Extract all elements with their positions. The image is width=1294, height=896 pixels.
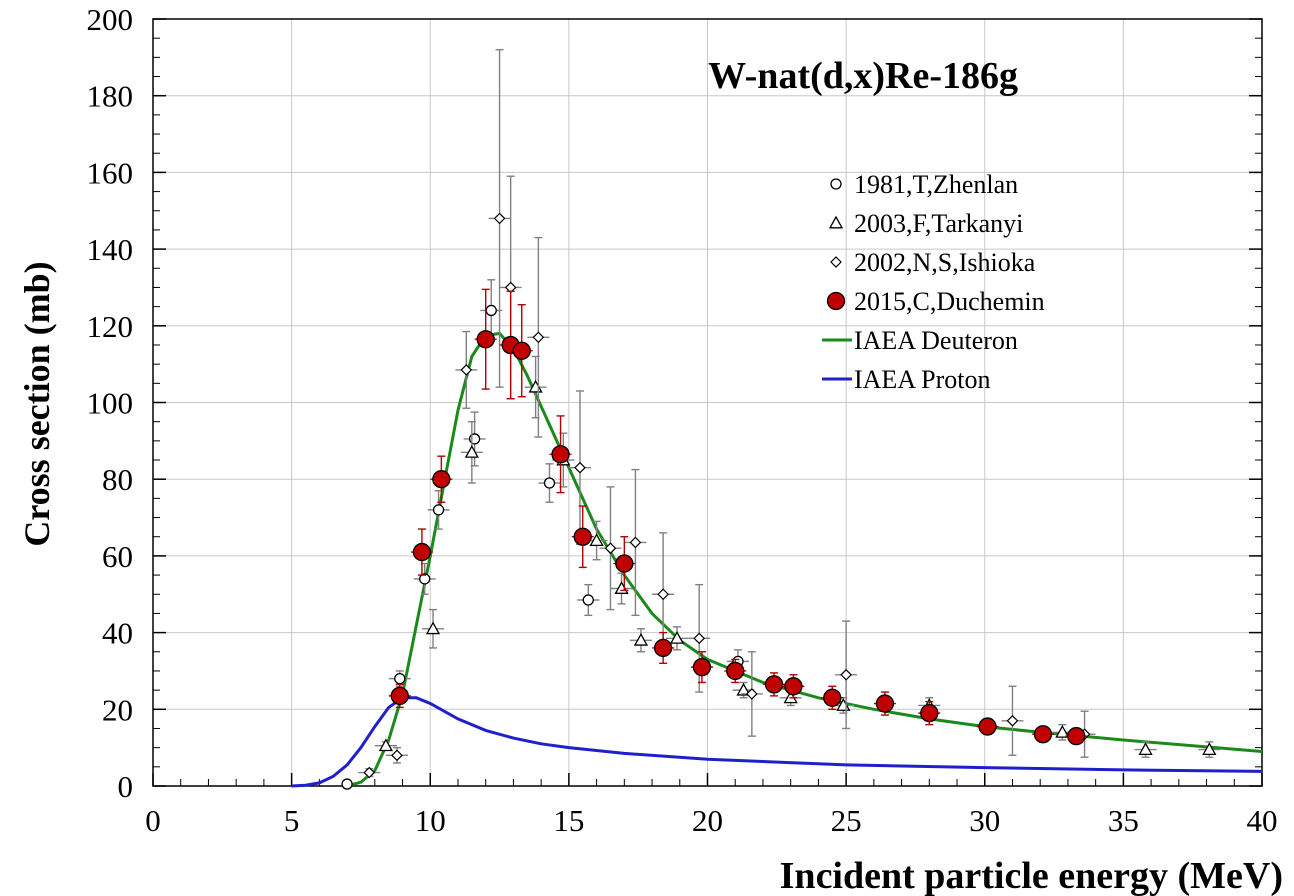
x-tick-label: 10: [415, 803, 446, 838]
data-point-diamond: [840, 668, 852, 681]
data-point-triangle: [378, 738, 393, 752]
data-point-filled-circle: [784, 677, 803, 696]
y-tick-label: 40: [102, 616, 133, 651]
series-2015-c-duchemin: [388, 288, 1088, 746]
x-tick-label: 15: [553, 803, 584, 838]
data-point-filled-circle: [573, 527, 592, 546]
y-tick-label: 180: [87, 79, 134, 114]
x-tick-label: 35: [1108, 803, 1139, 838]
data-point-diamond: [604, 542, 617, 555]
data-point-filled-circle: [412, 542, 432, 562]
legend-label-1981-t-zhenlan: 1981,T,Zhenlan: [854, 170, 1018, 199]
data-point-diamond: [629, 536, 642, 549]
data-point-diamond: [693, 632, 706, 645]
data-point-diamond: [391, 749, 403, 762]
data-point-triangle: [589, 533, 604, 547]
data-point-filled-circle: [1033, 725, 1053, 744]
y-tick-label: 0: [118, 769, 134, 804]
data-point-diamond: [532, 331, 545, 344]
data-point-triangle: [464, 445, 479, 458]
y-tick-label: 120: [87, 309, 134, 344]
series-2003-f-tarkanyi: [374, 355, 1221, 758]
data-point-filled-circle: [692, 657, 712, 677]
data-point-diamond: [657, 588, 669, 601]
data-point-filled-circle: [823, 688, 842, 707]
x-tick-label: 30: [969, 803, 1000, 838]
grid: [153, 19, 1262, 786]
x-tick-label: 20: [692, 803, 723, 838]
x-tick-label: 40: [1247, 803, 1278, 838]
data-point-filled-circle: [432, 470, 451, 489]
legend-swatch-2003-f-tarkanyi: [828, 215, 844, 229]
y-tick-label: 60: [102, 539, 133, 574]
x-tick-label: 25: [831, 803, 862, 838]
series-line-iaea-proton: [291, 696, 1263, 788]
data-point-filled-circle: [615, 554, 634, 573]
series-layer: [291, 48, 1263, 790]
data-point-filled-circle: [978, 717, 997, 736]
data-point-diamond: [574, 461, 586, 474]
y-tick-label: 80: [102, 462, 133, 497]
legend-label-iaea-proton: IAEA Proton: [854, 365, 991, 394]
data-point-triangle: [669, 631, 685, 644]
y-axis-title: Cross section (mb): [17, 261, 57, 546]
x-axis-title: Incident particle energy (MeV): [780, 855, 1283, 896]
data-point-filled-circle: [551, 445, 570, 464]
data-point-triangle: [633, 632, 649, 646]
axis-ticks: 0 5 10 15 20 25 30 35 40 0 20 40 60 80 100 120 140 160 180…: [87, 2, 1278, 838]
data-point-triangle: [425, 621, 441, 635]
series-1981-t-zhenlan: [341, 279, 749, 790]
legend: 1981,T,Zhenlan 2003,F,Tarkanyi 2002,N,S,Is…: [822, 170, 1045, 394]
x-tick-label: 0: [145, 803, 161, 838]
data-point-filled-circle: [390, 686, 409, 706]
legend-label-iaea-deuteron: IAEA Deuteron: [854, 326, 1018, 355]
y-tick-label: 20: [102, 692, 133, 727]
legend-swatch-1981-t-zhenlan: [830, 178, 842, 190]
y-tick-label: 140: [87, 232, 134, 267]
data-point-filled-circle: [875, 694, 895, 713]
data-point-filled-circle: [1067, 726, 1086, 746]
data-point-circle: [419, 573, 431, 585]
series-2002-n-s-ishioka: [358, 48, 1096, 779]
data-point-filled-circle: [764, 675, 784, 694]
y-tick-label: 100: [87, 386, 134, 421]
data-point-filled-circle: [512, 341, 531, 360]
data-point-triangle: [736, 682, 751, 696]
legend-label-2003-f-tarkanyi: 2003,F,Tarkanyi: [854, 209, 1023, 238]
data-point-diamond: [493, 212, 506, 225]
data-point-filled-circle: [726, 661, 745, 681]
data-point-triangle: [1202, 742, 1217, 756]
data-point-circle: [543, 477, 556, 489]
data-point-circle: [341, 778, 353, 790]
y-tick-label: 200: [87, 2, 134, 37]
legend-label-2015-c-duchemin: 2015,C,Duchemin: [854, 287, 1045, 316]
data-point-filled-circle: [653, 638, 673, 658]
data-point-diamond: [460, 364, 473, 376]
data-point-circle: [468, 433, 481, 445]
series-line-iaea-deuteron: [346, 331, 1263, 788]
chart-title: W-nat(d,x)Re-186g: [708, 55, 1018, 97]
legend-swatch-2002-n-s-ishioka: [830, 256, 842, 268]
data-point-filled-circle: [920, 703, 939, 723]
data-point-diamond: [746, 688, 758, 700]
data-point-diamond: [1006, 714, 1019, 727]
data-point-circle: [432, 504, 445, 516]
data-point-triangle: [1138, 742, 1153, 756]
data-point-diamond: [363, 766, 376, 779]
y-tick-label: 160: [87, 155, 134, 190]
x-tick-label: 5: [284, 803, 300, 838]
data-point-filled-circle: [476, 330, 495, 349]
data-point-triangle: [1055, 724, 1070, 738]
data-point-circle: [582, 594, 594, 606]
legend-label-2002-n-s-ishioka: 2002,N,S,Ishioka: [854, 248, 1036, 277]
data-point-circle: [394, 672, 406, 685]
legend-swatch-2015-c-duchemin: [826, 291, 846, 311]
data-point-circle: [485, 304, 497, 317]
